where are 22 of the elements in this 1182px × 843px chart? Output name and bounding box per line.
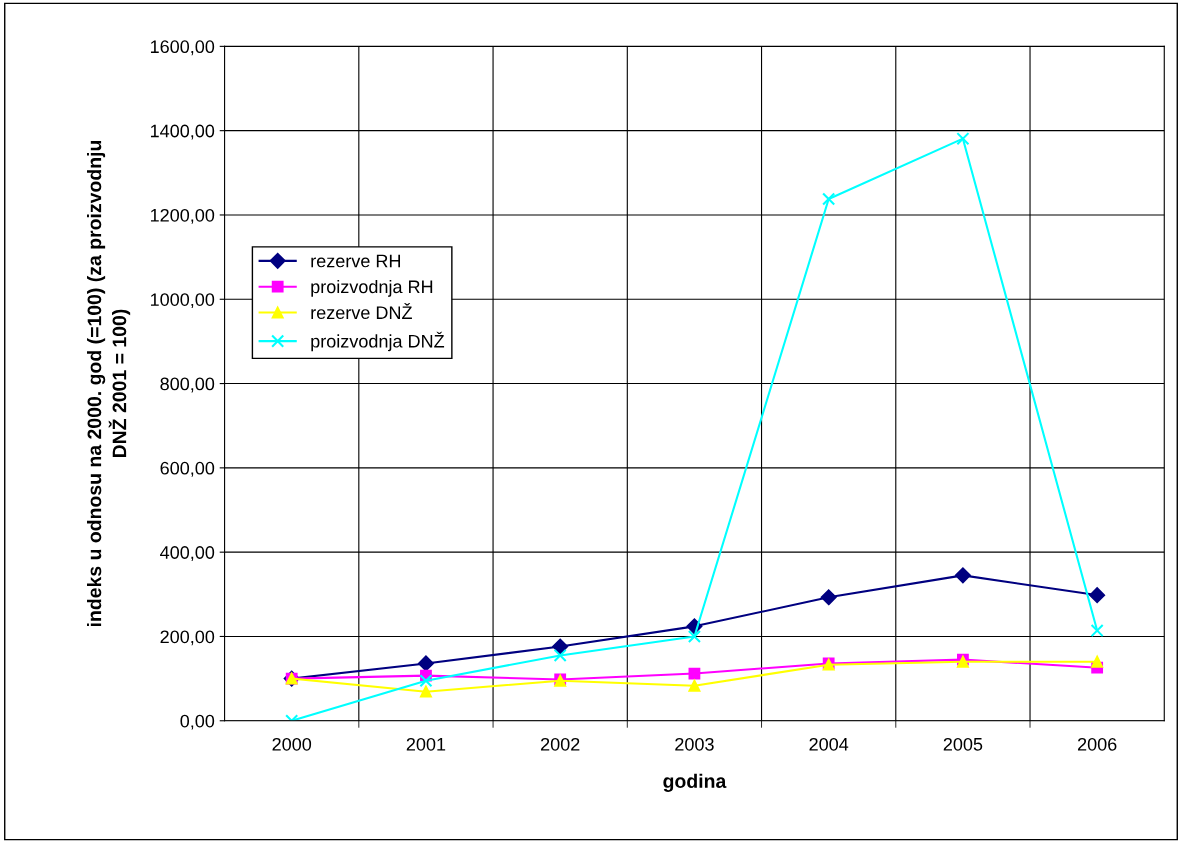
x-tick-label: 2000 <box>272 737 312 751</box>
x-tick-label: 2006 <box>1077 737 1117 751</box>
y-tick-label: 200,00 <box>160 630 215 646</box>
y-tick-label: 1600,00 <box>150 40 215 56</box>
legend-label: rezerve RH <box>311 254 401 268</box>
y-tick-label: 0,00 <box>180 714 215 730</box>
x-axis-title: godina <box>663 773 727 792</box>
x-tick-label: 2001 <box>406 737 446 751</box>
x-tick-label: 2003 <box>675 737 714 751</box>
x-tick-label: 2002 <box>541 737 580 751</box>
y-tick-label: 800,00 <box>160 377 215 393</box>
y-tick-label: 1000,00 <box>150 293 215 309</box>
legend-label: proizvodnja DNŽ <box>311 331 445 352</box>
x-tick-label: 2004 <box>809 737 849 751</box>
legend-label: proizvodnja RH <box>311 279 433 297</box>
x-tick-label: 2005 <box>943 737 983 751</box>
y-tick-label: 1400,00 <box>150 124 215 140</box>
y-tick-label: 1200,00 <box>150 208 215 224</box>
y-axis-title: indeks u odnosu na 2000. god (=100) (za proizvodnju DNŽ 2001 = 100) <box>87 140 131 627</box>
legend-label: rezerve DNŽ <box>311 303 412 320</box>
y-tick-label: 600,00 <box>160 461 215 477</box>
y-tick-label: 400,00 <box>160 546 215 562</box>
